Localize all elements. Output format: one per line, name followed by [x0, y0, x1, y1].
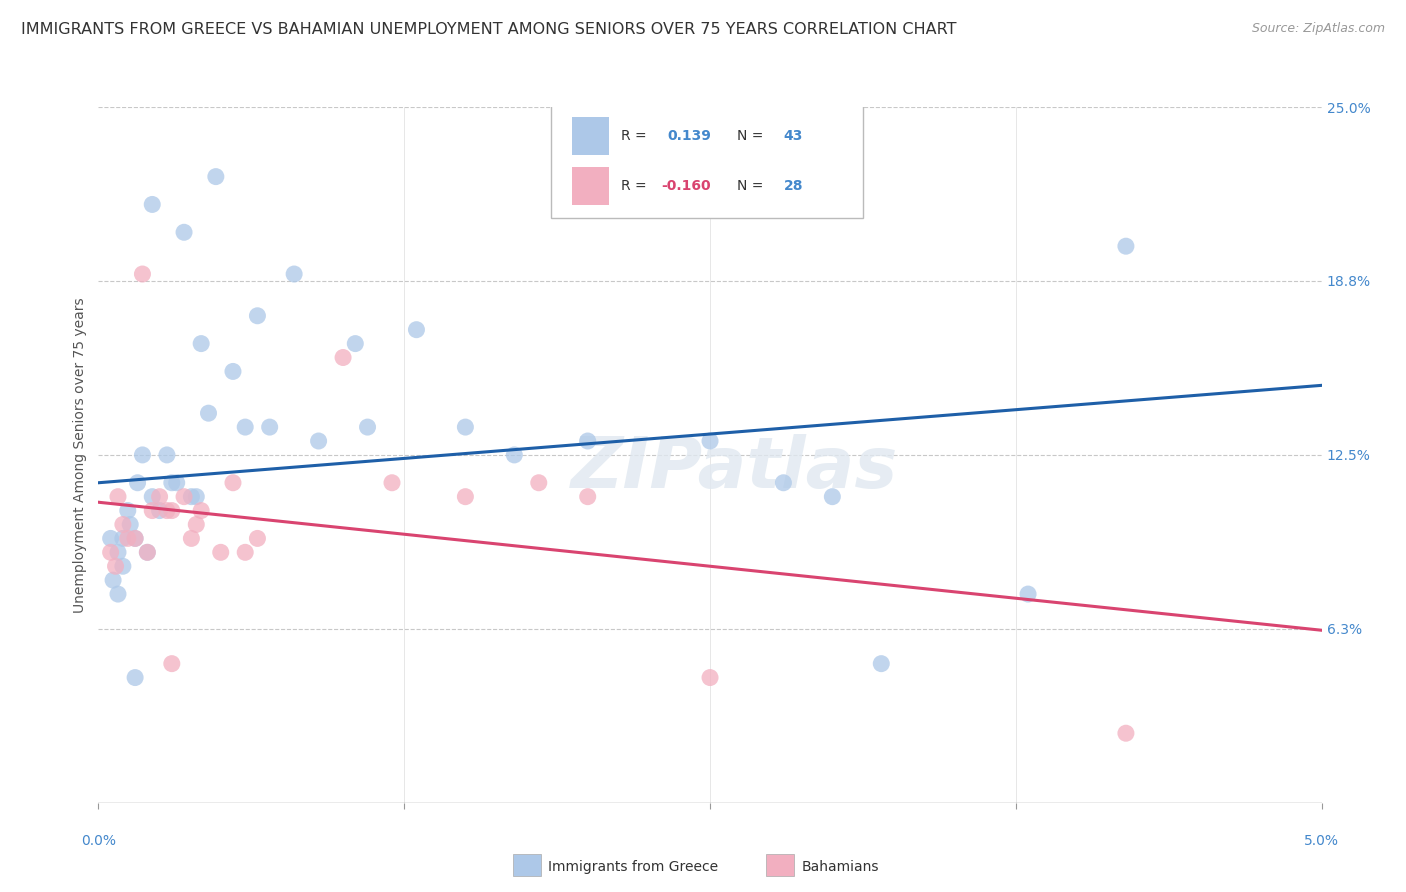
Text: IMMIGRANTS FROM GREECE VS BAHAMIAN UNEMPLOYMENT AMONG SENIORS OVER 75 YEARS CORR: IMMIGRANTS FROM GREECE VS BAHAMIAN UNEMP…	[21, 22, 956, 37]
Text: R =: R =	[620, 178, 647, 193]
Point	[821, 490, 844, 504]
Text: R =: R =	[620, 129, 647, 143]
Point	[344, 336, 367, 351]
Point	[190, 336, 212, 351]
Point	[332, 351, 354, 365]
Point	[160, 657, 183, 671]
Point	[205, 169, 228, 184]
Point	[222, 364, 245, 378]
Text: 43: 43	[783, 129, 803, 143]
Point	[699, 434, 721, 448]
Point	[1017, 587, 1039, 601]
Point	[124, 532, 146, 546]
Point	[117, 532, 139, 546]
Point	[173, 490, 195, 504]
Point	[454, 420, 477, 434]
Point	[131, 267, 153, 281]
Point	[186, 490, 208, 504]
Point	[381, 475, 404, 490]
Point	[527, 475, 550, 490]
Point	[160, 503, 183, 517]
Point	[1115, 726, 1137, 740]
Text: Bahamians: Bahamians	[801, 860, 879, 874]
Point	[124, 671, 146, 685]
Point	[107, 587, 129, 601]
FancyBboxPatch shape	[551, 103, 863, 219]
Text: Immigrants from Greece: Immigrants from Greece	[548, 860, 718, 874]
Point	[104, 559, 127, 574]
Point	[149, 503, 172, 517]
Point	[259, 420, 281, 434]
Point	[136, 545, 159, 559]
Point	[117, 503, 139, 517]
Point	[173, 225, 195, 239]
Point	[180, 532, 202, 546]
Text: 28: 28	[783, 178, 803, 193]
Text: 0.139: 0.139	[668, 129, 711, 143]
Point	[100, 532, 122, 546]
Text: Source: ZipAtlas.com: Source: ZipAtlas.com	[1251, 22, 1385, 36]
Point	[124, 532, 146, 546]
Point	[111, 532, 134, 546]
Text: N =: N =	[737, 178, 763, 193]
Point	[576, 434, 599, 448]
Point	[454, 490, 477, 504]
Point	[222, 475, 245, 490]
Point	[111, 517, 134, 532]
Text: ZIPatlas: ZIPatlas	[571, 434, 898, 503]
Text: 5.0%: 5.0%	[1305, 834, 1339, 848]
Point	[233, 420, 256, 434]
FancyBboxPatch shape	[572, 117, 609, 155]
Point	[141, 503, 163, 517]
Y-axis label: Unemployment Among Seniors over 75 years: Unemployment Among Seniors over 75 years	[73, 297, 87, 613]
Point	[772, 475, 794, 490]
Text: N =: N =	[737, 129, 763, 143]
Point	[156, 503, 179, 517]
Point	[870, 657, 893, 671]
FancyBboxPatch shape	[572, 167, 609, 205]
Point	[166, 475, 188, 490]
Point	[127, 475, 149, 490]
Point	[131, 448, 153, 462]
Point	[160, 475, 183, 490]
Point	[503, 448, 526, 462]
Point	[149, 490, 172, 504]
Point	[136, 545, 159, 559]
Point	[120, 517, 142, 532]
Point	[576, 490, 599, 504]
Text: 0.0%: 0.0%	[82, 834, 115, 848]
Point	[180, 490, 202, 504]
Point	[233, 545, 256, 559]
Point	[100, 545, 122, 559]
Point	[141, 490, 163, 504]
Point	[141, 197, 163, 211]
Text: -0.160: -0.160	[661, 178, 710, 193]
Point	[356, 420, 378, 434]
Point	[107, 545, 129, 559]
Point	[209, 545, 232, 559]
Point	[1115, 239, 1137, 253]
Point	[156, 448, 179, 462]
Point	[308, 434, 330, 448]
Point	[283, 267, 305, 281]
Point	[246, 309, 269, 323]
Point	[699, 671, 721, 685]
Point	[101, 573, 124, 587]
Point	[111, 559, 134, 574]
Point	[197, 406, 219, 420]
Point	[405, 323, 427, 337]
Point	[107, 490, 129, 504]
Point	[246, 532, 269, 546]
Point	[186, 517, 208, 532]
Point	[190, 503, 212, 517]
